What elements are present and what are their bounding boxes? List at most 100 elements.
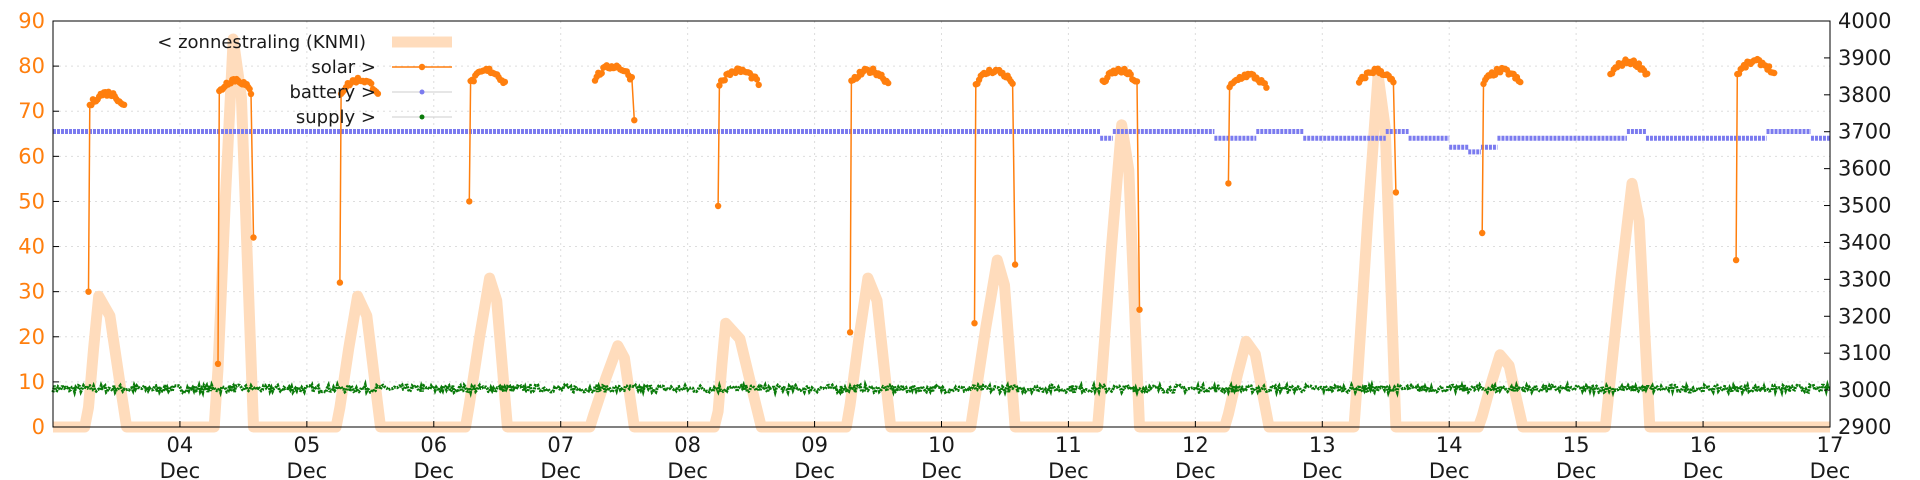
solar-point [250,234,257,241]
x-tick-label: 16 [1690,433,1717,457]
solar-point [721,77,728,84]
solar-point [885,79,892,87]
x-tick-label: 07 [547,433,574,457]
x-tick-month: Dec [1175,459,1216,480]
x-tick-month: Dec [1556,459,1597,480]
solar-point [1517,78,1524,86]
y-right-tick-label: 2900 [1838,415,1891,439]
y-right-tick-label: 3200 [1838,304,1891,328]
x-tick-label: 12 [1182,433,1209,457]
x-tick-label: 06 [420,433,447,457]
y-axis-left: 0 10 20 30 40 50 60 70 80 90 [18,9,59,439]
solar-line [468,67,506,202]
legend-label-battery: battery > [289,82,376,103]
x-tick-label: 17 [1817,433,1844,457]
solar-point [1011,261,1019,268]
y-left-tick-label: 80 [18,54,45,78]
legend: < zonnestraling (KNMI) solar > battery >… [157,32,452,128]
y-right-tick-label: 4000 [1838,9,1891,33]
solar-point [716,82,723,89]
y-left-tick-label: 0 [32,415,45,439]
x-tick-label: 04 [167,433,194,457]
solar-point [368,80,375,87]
solar-point [628,74,635,81]
x-tick-label: 13 [1309,433,1336,457]
x-tick-label: 10 [928,433,955,457]
solar-point [1362,74,1369,82]
solar-point [1133,78,1141,85]
legend-marker-battery [419,89,425,95]
solar-point [755,81,762,89]
y-left-tick-label: 70 [18,99,45,123]
x-tick-label: 11 [1055,433,1082,457]
legend-marker-supply [419,114,425,120]
x-tick-label: 14 [1436,433,1463,457]
solar-point [501,78,509,86]
x-tick-month: Dec [1302,459,1343,480]
y-left-tick-label: 60 [18,144,45,168]
y-left-tick-label: 10 [18,370,45,394]
y-right-tick-label: 3100 [1838,341,1891,365]
solar-point [1635,60,1643,67]
x-tick-month: Dec [667,459,708,480]
x-tick-label: 09 [801,433,828,457]
supply-line [51,379,1831,399]
solar-point [1390,79,1397,86]
y-right-tick-label: 3000 [1838,378,1891,402]
solar-point [1263,84,1270,91]
solar-line [1735,58,1775,261]
legend-label-zonnestraling: < zonnestraling (KNMI) [157,32,366,53]
x-tick-month: Dec [1429,459,1470,480]
x-tick-month: Dec [160,459,201,480]
y-right-tick-label: 3600 [1838,157,1891,181]
x-tick-month: Dec [1048,459,1089,480]
solar-point [246,85,253,93]
solar-line [1227,72,1268,184]
solar-point [1765,63,1773,70]
x-tick-month: Dec [794,459,835,480]
legend-label-solar: solar > [311,57,376,78]
solar-point [470,78,477,85]
series-solar [85,55,1778,367]
y-right-tick-label: 3500 [1838,194,1891,218]
solar-line [87,89,125,292]
solar-point [1136,306,1143,313]
solar-point [336,279,344,286]
y-left-tick-label: 90 [18,9,45,33]
solar-point [247,90,255,98]
y-right-tick-label: 3300 [1838,267,1891,291]
x-tick-label: 08 [674,433,701,457]
solar-point [1771,69,1778,77]
series-supply [51,379,1831,399]
y-right-tick-label: 3900 [1838,46,1891,70]
solar-line [1481,67,1521,234]
solar-point [214,360,222,367]
y-right-tick-label: 3800 [1838,83,1891,107]
y-left-tick-label: 30 [18,280,45,304]
solar-point [1392,189,1400,196]
solar-point [631,117,638,124]
solar-point [598,70,605,77]
y-axis-right: 2900 3000 3100 3200 3300 3400 3500 3600 3700 3800… [1824,9,1891,439]
solar-point [1732,256,1740,264]
x-tick-month: Dec [921,459,962,480]
y-right-tick-label: 3400 [1838,230,1891,254]
solar-point [374,90,382,97]
x-axis: 04Dec05Dec06Dec07Dec08Dec09Dec10Dec11Dec… [160,421,1851,480]
solar-point [753,76,761,83]
legend-marker-solar [418,63,426,71]
y-left-tick-label: 40 [18,235,45,259]
solar-point [714,202,722,210]
x-tick-label: 15 [1563,433,1590,457]
solar-point [846,329,854,336]
x-tick-month: Dec [1810,459,1851,480]
x-tick-month: Dec [287,459,328,480]
solar-point [1479,229,1486,237]
solar-point [1127,71,1134,78]
x-tick-month: Dec [540,459,581,480]
solar-point [971,320,978,327]
solar-point [1742,64,1749,71]
x-tick-label: 05 [293,433,320,457]
solar-point [1644,70,1651,77]
y-left-tick-label: 50 [18,189,45,213]
